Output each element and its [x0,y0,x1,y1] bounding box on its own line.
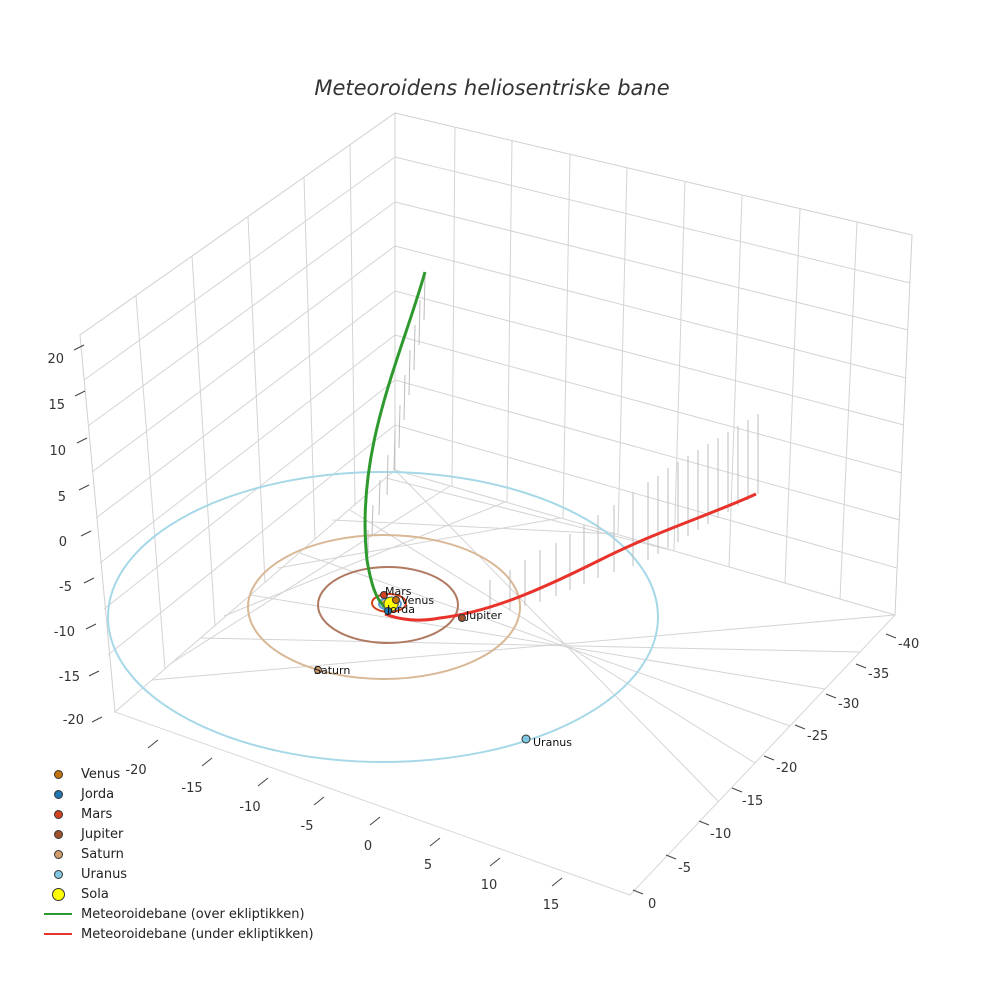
venus-marker [392,596,400,604]
saturn-label: Saturn [314,664,350,677]
y-tick: 0 [648,897,656,912]
x-tick: 5 [424,858,432,873]
jupiter-marker [458,614,466,622]
z-tick: 20 [47,352,64,367]
y-tick: -30 [838,697,859,712]
z-tick: -20 [63,713,84,728]
legend-label: Venus [81,766,121,782]
saturn-marker [314,666,322,674]
venus-dot-icon [53,769,63,779]
jorda-marker [384,607,392,615]
mars-marker [380,591,388,599]
legend-item-venus[interactable]: Venus [44,764,314,784]
line-icon [44,933,72,935]
y-tick: -20 [776,761,797,776]
orbit-jupiter [317,566,459,644]
legend-label: Mars [81,806,113,822]
x-tick: 10 [481,878,498,893]
mars-label: Mars [385,585,412,598]
legend-item-trajectory-below[interactable]: Meteoroidebane (under ekliptikken) [44,924,314,944]
jorda-dot-icon [53,789,63,799]
x-tick: -20 [125,763,146,778]
jorda-label: Jorda [386,603,415,616]
legend-item-sola[interactable]: Sola [44,884,314,904]
legend-item-jorda[interactable]: Jorda [44,784,314,804]
venus-label: Venus [401,594,434,607]
projection-lines [367,274,759,614]
line-icon [44,913,72,915]
x-tick: 0 [364,839,372,854]
chart-title: Meteoroidens heliosentriske bane [314,76,669,100]
z-tick: -10 [54,625,75,640]
z-tick: -15 [59,670,80,685]
legend-label: Jorda [81,786,115,802]
jupiter-dot-icon [53,829,63,839]
y-tick: -25 [807,729,828,744]
legend-label: Saturn [81,846,124,862]
uranus-label: Uranus [533,736,572,749]
legend-label: Sola [81,886,109,902]
legend-label: Uranus [81,866,128,882]
y-tick: -35 [868,667,889,682]
x-tick: -10 [239,800,260,815]
legend-label: Meteoroidebane (over ekliptikken) [81,906,305,922]
legend-label: Jupiter [81,826,124,842]
z-tick: 0 [59,535,67,550]
legend-label: Meteoroidebane (under ekliptikken) [81,926,314,942]
y-tick: -5 [678,861,691,876]
legend: Venus Jorda Mars Jupiter Saturn Uranus S… [44,764,314,944]
trajectory-above-ecliptic [363,271,427,614]
y-tick: -15 [742,794,763,809]
y-tick: -40 [898,637,919,652]
jupiter-label: Jupiter [465,609,502,622]
x-tick: -5 [301,819,314,834]
orbit-saturn [247,534,521,680]
z-tick: 5 [58,490,66,505]
axis-box [79,112,913,896]
orbit-uranus [107,471,659,763]
x-tick: 15 [543,898,560,913]
y-tick: -10 [710,827,731,842]
legend-item-saturn[interactable]: Saturn [44,844,314,864]
z-tick: 15 [48,398,65,413]
axis-ticks: 20 15 10 5 0 -5 -10 -15 -20 -20 -15 -10 … [47,344,919,913]
uranus-dot-icon [53,869,63,879]
mars-dot-icon [53,809,63,819]
x-tick: -15 [181,781,202,796]
saturn-dot-icon [53,849,63,859]
z-tick: 10 [49,444,66,459]
legend-item-mars[interactable]: Mars [44,804,314,824]
sun-dot-icon [51,887,65,901]
legend-item-trajectory-above[interactable]: Meteoroidebane (over ekliptikken) [44,904,314,924]
z-tick: -5 [59,580,72,595]
uranus-marker [521,734,531,744]
legend-item-uranus[interactable]: Uranus [44,864,314,884]
legend-item-jupiter[interactable]: Jupiter [44,824,314,844]
trajectory-below-ecliptic [384,492,757,622]
